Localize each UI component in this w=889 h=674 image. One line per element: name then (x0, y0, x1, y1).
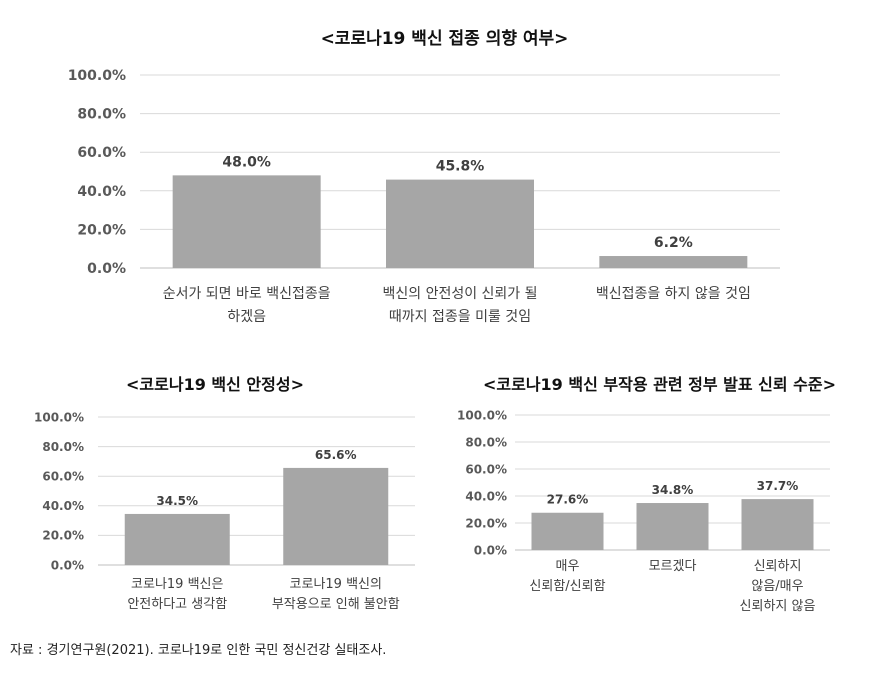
bar (599, 256, 748, 268)
data-label: 65.6% (315, 448, 357, 462)
bar (531, 512, 604, 550)
y-tick-label: 100.0% (457, 408, 507, 422)
x-category-label: 코로나19 백신은 (131, 577, 223, 592)
chart-plot: 0.0% 20.0% 40.0% 60.0% 80.0% 100.0% 48.0% 순서가 되… (68, 68, 780, 325)
data-label: 27.6% (547, 493, 589, 507)
x-category-label: 매우 (556, 559, 580, 574)
x-category-label: 코로나19 백신의 (290, 577, 382, 592)
bar (124, 513, 230, 565)
y-tick-label: 20.0% (77, 222, 126, 238)
y-tick-label: 80.0% (42, 440, 84, 454)
y-tick-label: 100.0% (68, 68, 126, 84)
chart-plot: 0.0% 20.0% 40.0% 60.0% 80.0% 100.0% 34.5% 코로나19… (34, 410, 415, 612)
chart-title: <코로나19 백신 부작용 관련 정부 발표 신뢰 수준> (482, 375, 837, 394)
chart-vaccine-safety: <코로나19 백신 안정성> 0.0% 20.0% 40.0% 60.0% 80.0% 1… (0, 340, 430, 630)
bar (741, 499, 814, 550)
data-label: 6.2% (654, 235, 693, 251)
y-tick-label: 40.0% (465, 489, 507, 503)
data-label: 34.8% (652, 483, 694, 497)
x-category-label: 백신의 안전성이 신뢰가 될 (382, 286, 537, 302)
y-tick-label: 40.0% (42, 499, 84, 513)
chart-vaccination-intention: <코로나19 백신 접종 의향 여부> 0.0% 20.0% 40.0% 60.0% 8… (68, 29, 780, 325)
x-category-label: 부작용으로 인해 불안함 (272, 597, 400, 612)
y-tick-label: 0.0% (51, 558, 84, 572)
y-tick-label: 40.0% (77, 184, 126, 200)
data-label: 37.7% (757, 479, 799, 493)
chart-title: <코로나19 백신 안정성> (126, 375, 304, 394)
x-category-label: 신뢰함/신뢰함 (529, 579, 605, 594)
x-category-label: 않음/매우 (751, 579, 803, 594)
bar (283, 467, 389, 565)
x-category-label: 순서가 되면 바로 백신접종을 (163, 286, 331, 302)
y-tick-label: 20.0% (465, 516, 507, 530)
y-tick-label: 100.0% (34, 410, 84, 424)
bar (386, 179, 534, 268)
bar (636, 503, 709, 550)
y-tick-label: 60.0% (465, 462, 507, 476)
chart-title: <코로나19 백신 접종 의향 여부> (320, 29, 569, 49)
x-category-label: 때까지 접종을 미룰 것임 (389, 309, 531, 325)
y-tick-label: 60.0% (77, 145, 126, 161)
source-note: 자료 : 경기연구원(2021). 코로나19로 인한 국민 정신건강 실태조사… (10, 643, 387, 658)
y-tick-label: 60.0% (42, 470, 84, 484)
y-tick-label: 80.0% (77, 107, 126, 123)
y-tick-label: 20.0% (42, 529, 84, 543)
chart-government-trust: <코로나19 백신 부작용 관련 정부 발표 신뢰 수준> 0.0% 20.0% 4… (430, 340, 889, 630)
x-category-label: 하겠음 (227, 309, 266, 325)
y-tick-label: 0.0% (474, 543, 507, 557)
x-category-label: 모르겠다 (649, 559, 697, 574)
data-label: 34.5% (156, 494, 198, 508)
x-category-label: 백신접종을 하지 않을 것임 (596, 286, 751, 302)
data-label: 45.8% (436, 159, 485, 175)
y-tick-label: 80.0% (465, 435, 507, 449)
chart-plot: 0.0% 20.0% 40.0% 60.0% 80.0% 100.0% 27.6% 매우신뢰함… (457, 408, 830, 614)
bar (172, 175, 321, 268)
x-category-label: 신뢰하지 않음 (740, 599, 816, 614)
x-category-label: 안전하다고 생각함 (127, 597, 227, 612)
x-category-label: 신뢰하지 (754, 559, 802, 574)
y-tick-label: 0.0% (87, 261, 126, 277)
data-label: 48.0% (222, 154, 271, 170)
